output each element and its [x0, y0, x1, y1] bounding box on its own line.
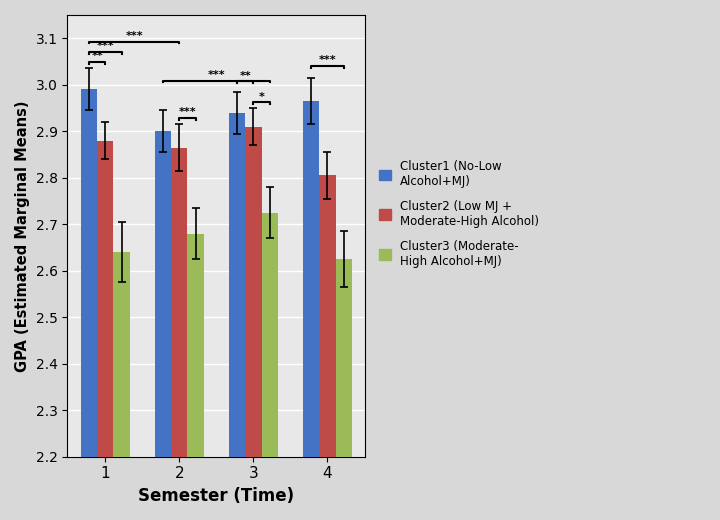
- Bar: [303, 101, 319, 520]
- Bar: [246, 126, 261, 520]
- Bar: [171, 148, 187, 520]
- Text: ***: ***: [319, 55, 336, 65]
- Bar: [336, 259, 352, 520]
- Text: ***: ***: [96, 41, 114, 51]
- Text: ***: ***: [207, 70, 225, 80]
- Text: ***: ***: [179, 107, 197, 118]
- Text: **: **: [91, 51, 103, 61]
- Bar: [97, 140, 114, 520]
- Bar: [229, 113, 246, 520]
- Bar: [155, 131, 171, 520]
- Text: ***: ***: [125, 31, 143, 41]
- Text: **: **: [239, 71, 251, 81]
- Bar: [187, 233, 204, 520]
- Text: *: *: [258, 92, 264, 102]
- Legend: Cluster1 (No-Low
Alcohol+MJ), Cluster2 (Low MJ +
Moderate-High Alcohol), Cluster: Cluster1 (No-Low Alcohol+MJ), Cluster2 (…: [374, 155, 544, 272]
- Y-axis label: GPA (Estimated Marginal Means): GPA (Estimated Marginal Means): [15, 100, 30, 372]
- X-axis label: Semester (Time): Semester (Time): [138, 487, 294, 505]
- Bar: [261, 213, 278, 520]
- Bar: [114, 252, 130, 520]
- Bar: [81, 89, 97, 520]
- Bar: [319, 175, 336, 520]
